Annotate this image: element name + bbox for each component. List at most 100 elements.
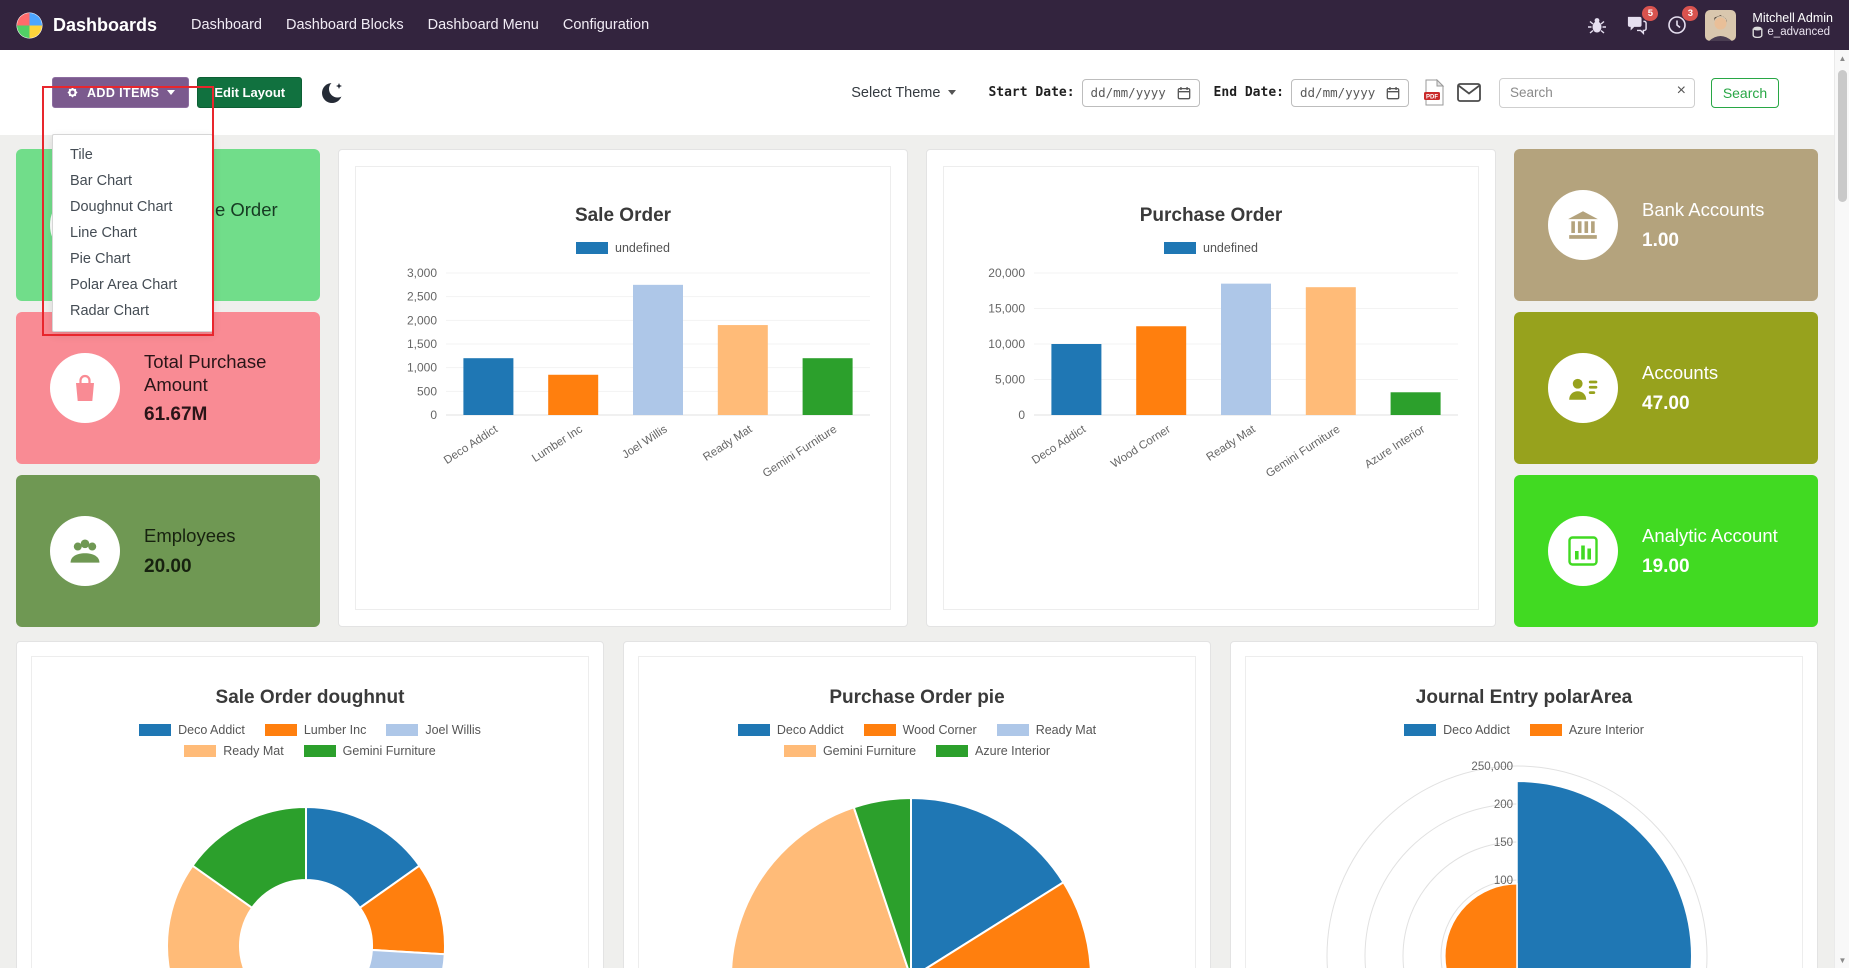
tile-title: Accounts xyxy=(1642,362,1719,384)
legend-item[interactable]: Lumber Inc xyxy=(264,723,367,737)
menu-item-doughnut-chart[interactable]: Doughnut Chart xyxy=(70,199,173,215)
svg-text:Deco Addict: Deco Addict xyxy=(1030,423,1089,467)
legend-item[interactable]: Azure Interior xyxy=(936,744,1050,758)
svg-text:PDF: PDF xyxy=(1426,94,1438,100)
svg-text:0: 0 xyxy=(1018,408,1025,422)
legend-item[interactable]: Ready Mat xyxy=(996,723,1096,737)
sale-order-bar-chart[interactable]: 0 500 1,000 1,500 2,000 2,500 3,000 Deco Addict… xyxy=(358,261,888,496)
legend-swatch xyxy=(386,724,419,736)
tile-text: Accounts 47.00 xyxy=(1642,361,1718,414)
legend-item[interactable]: Azure Interior xyxy=(1529,723,1644,737)
legend-label: Lumber Inc xyxy=(303,723,367,737)
menu-item-polar-area-chart[interactable]: Polar Area Chart xyxy=(70,277,178,293)
menu-item-radar-chart[interactable]: Radar Chart xyxy=(70,303,149,319)
tile-icon-circle xyxy=(50,516,120,586)
top-navbar: Dashboards Dashboard Dashboard Blocks Da… xyxy=(0,0,1849,50)
main-menu: Dashboard Dashboard Blocks Dashboard Men… xyxy=(179,10,661,40)
legend-item[interactable]: Deco Addict xyxy=(737,723,844,737)
legend-swatch xyxy=(996,724,1029,736)
tile-title: Employees xyxy=(144,525,236,547)
menu-item-line-chart[interactable]: Line Chart xyxy=(70,225,137,241)
menu-configuration[interactable]: Configuration xyxy=(562,17,650,33)
menu-item-tile[interactable]: Tile xyxy=(70,147,93,163)
svg-text:5,000: 5,000 xyxy=(995,373,1025,387)
edit-layout-button[interactable]: Edit Layout xyxy=(197,77,303,108)
send-mail-button[interactable] xyxy=(1457,83,1481,102)
menu-item-bar-chart[interactable]: Bar Chart xyxy=(70,173,133,189)
chevron-down-icon xyxy=(167,90,176,95)
svg-text:150: 150 xyxy=(1494,837,1513,849)
apps-menu-icon[interactable] xyxy=(16,12,43,39)
select-theme-label: Select Theme xyxy=(851,84,941,101)
menu-dashboard-menu[interactable]: Dashboard Menu xyxy=(427,17,539,33)
envelope-icon xyxy=(1457,83,1481,102)
legend-item[interactable]: Wood Corner xyxy=(863,723,977,737)
legend-item[interactable]: Gemini Furniture xyxy=(303,744,436,758)
chart-title: Purchase Order pie xyxy=(829,687,1005,708)
app-title[interactable]: Dashboards xyxy=(53,14,158,35)
search-input[interactable] xyxy=(1499,77,1695,108)
sale-order-chart-card: Sale Order undefined 0 500 1,000 1,500 2,000… xyxy=(338,149,908,627)
select-theme-dropdown[interactable]: Select Theme xyxy=(851,84,957,101)
activities-clock-icon[interactable]: 3 xyxy=(1665,6,1699,37)
tile-total-purchase-amount[interactable]: Total Purchase Amount 61.67M xyxy=(16,312,320,464)
avatar[interactable] xyxy=(1705,9,1737,41)
page-scrollbar[interactable]: ▲ ▼ xyxy=(1834,50,1849,968)
tile-analytic-account[interactable]: Analytic Account 19.00 xyxy=(1514,475,1818,627)
tile-icon-circle xyxy=(50,353,120,423)
chart-title: Sale Order doughnut xyxy=(215,687,405,708)
legend-item[interactable]: undefined xyxy=(576,241,670,255)
scroll-down-arrow[interactable]: ▼ xyxy=(1838,955,1847,965)
clear-search-icon[interactable]: × xyxy=(1676,81,1686,99)
svg-text:Gemini Furniture: Gemini Furniture xyxy=(761,423,839,480)
dashboard-toolbar: ADD ITEMS Edit Layout Select Theme Start… xyxy=(0,50,1849,135)
legend-item[interactable]: Gemini Furniture xyxy=(783,744,916,758)
scroll-up-arrow[interactable]: ▲ xyxy=(1838,53,1847,63)
tile-accounts[interactable]: Accounts 47.00 xyxy=(1514,312,1818,464)
svg-text:10,000: 10,000 xyxy=(988,337,1025,351)
legend-item[interactable]: Joel Willis xyxy=(386,723,481,737)
chart-frame: Purchase Order undefined 0 5,000 10,000 15,… xyxy=(943,166,1479,610)
legend-item[interactable]: Ready Mat xyxy=(184,744,284,758)
legend-label: Deco Addict xyxy=(776,723,844,737)
dark-mode-toggle[interactable] xyxy=(320,80,347,106)
purchase-order-pie-card: Purchase Order pie Deco Addict Wood Corne… xyxy=(623,641,1211,968)
scrollbar-thumb[interactable] xyxy=(1838,70,1847,202)
tile-text: Employees 20.00 xyxy=(144,524,236,577)
purchase-order-pie-chart[interactable] xyxy=(639,782,1197,968)
tile-icon-circle xyxy=(1548,516,1618,586)
app-logo-icon xyxy=(16,12,43,38)
legend-label: Azure Interior xyxy=(975,744,1051,758)
tile-employees[interactable]: Employees 20.00 xyxy=(16,475,320,627)
menu-dashboard[interactable]: Dashboard xyxy=(191,17,262,33)
end-date-input[interactable]: dd/mm/yyyy xyxy=(1291,78,1409,107)
purchase-order-bar-chart[interactable]: 0 5,000 10,000 15,000 20,000 Deco Addict Wood … xyxy=(946,261,1476,496)
tile-value: 1.00 xyxy=(1642,229,1679,251)
legend-swatch xyxy=(1164,242,1197,254)
sale-order-doughnut-chart[interactable] xyxy=(32,792,590,968)
messages-badge: 5 xyxy=(1642,6,1659,21)
legend-item[interactable]: undefined xyxy=(1164,241,1258,255)
user-menu[interactable]: Mitchell Admin e_advanced xyxy=(1752,11,1833,40)
search-button[interactable]: Search xyxy=(1711,77,1779,108)
add-items-button[interactable]: ADD ITEMS xyxy=(52,77,190,108)
shopping-bag-icon xyxy=(76,374,94,401)
menu-item-pie-chart[interactable]: Pie Chart xyxy=(70,251,131,267)
menu-dashboard-blocks[interactable]: Dashboard Blocks xyxy=(285,17,404,33)
export-pdf-button[interactable]: PDF xyxy=(1423,79,1445,106)
tile-text: Analytic Account 19.00 xyxy=(1642,524,1778,577)
debug-bug-icon[interactable] xyxy=(1585,13,1609,37)
tile-text: Total Purchase Amount 61.67M xyxy=(144,350,310,426)
messages-icon[interactable]: 5 xyxy=(1625,6,1659,37)
tile-bank-accounts[interactable]: Bank Accounts 1.00 xyxy=(1514,149,1818,301)
legend-swatch xyxy=(783,745,816,757)
chart-legend: Deco Addict Azure Interior xyxy=(1334,723,1714,737)
svg-text:2,000: 2,000 xyxy=(407,313,437,327)
dashboard-content: Total Sale Order Total Purchase Amount 6… xyxy=(0,135,1849,968)
legend-item[interactable]: Deco Addict xyxy=(1404,723,1510,737)
svg-text:Ready Mat: Ready Mat xyxy=(1204,423,1258,464)
journal-entry-polar-chart[interactable]: 250,000 200 150 100 xyxy=(1246,754,1804,968)
start-date-input[interactable]: dd/mm/yyyy xyxy=(1081,78,1200,107)
svg-text:2,500: 2,500 xyxy=(407,290,437,304)
legend-item[interactable]: Deco Addict xyxy=(139,723,245,737)
